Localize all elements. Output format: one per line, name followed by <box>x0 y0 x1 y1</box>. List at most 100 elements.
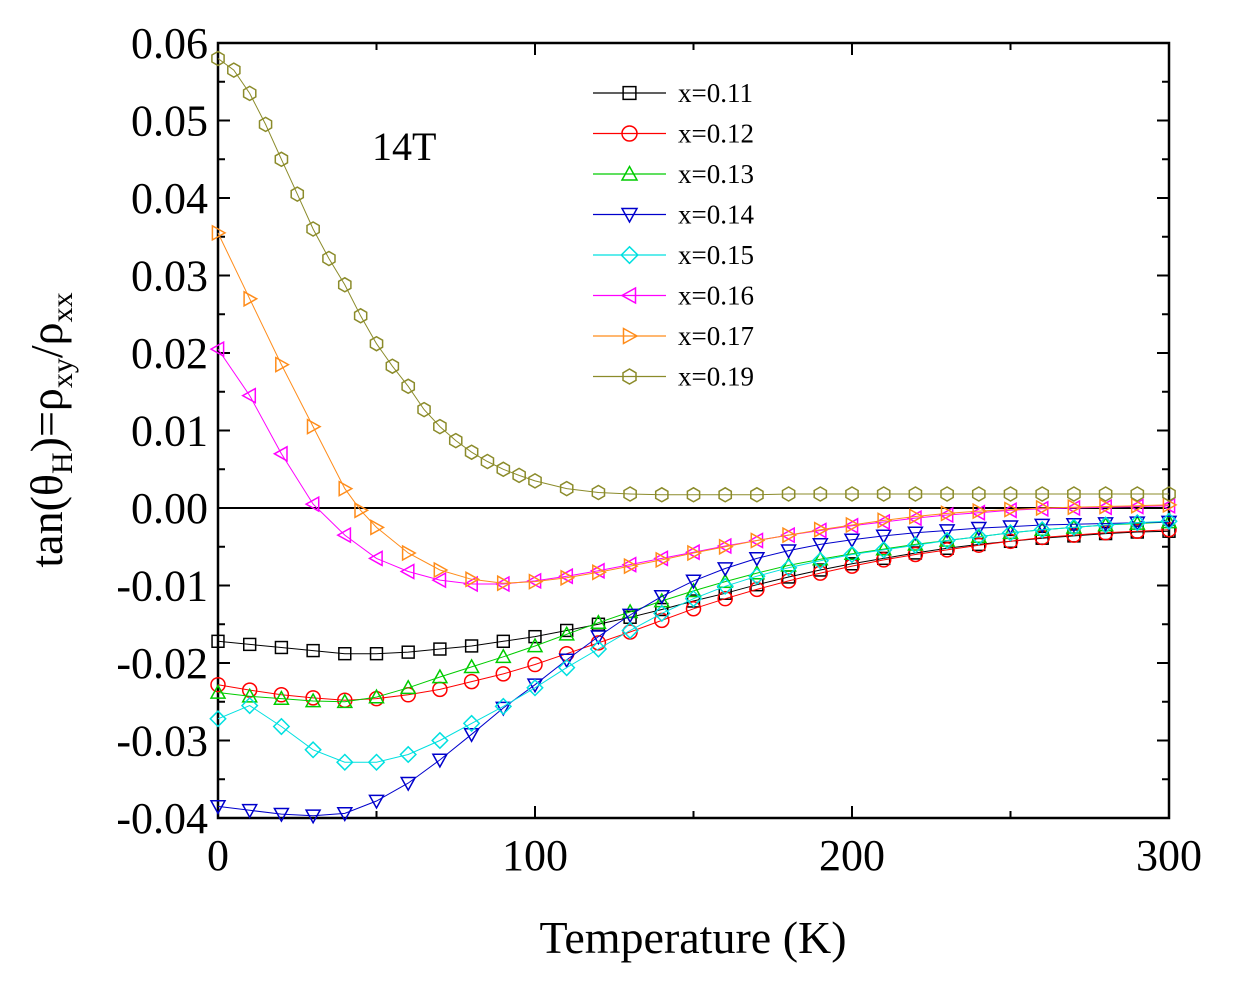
y-tick-label: -0.01 <box>116 562 208 611</box>
data-point <box>399 776 417 792</box>
data-point <box>528 629 542 644</box>
data-point <box>417 401 431 418</box>
data-point <box>448 432 463 449</box>
legend-item: x=0.16 <box>593 281 754 311</box>
data-point <box>1160 515 1178 531</box>
data-point <box>241 387 257 404</box>
data-point <box>779 558 798 577</box>
legend-marker <box>622 327 639 345</box>
x-tick-label: 300 <box>1136 831 1202 880</box>
data-point <box>1067 498 1083 516</box>
data-point <box>431 668 449 684</box>
data-point <box>655 551 671 569</box>
data-point <box>401 378 416 395</box>
data-point <box>907 526 924 542</box>
series-x=0.15 <box>209 512 1178 771</box>
data-point <box>971 537 987 553</box>
data-point <box>938 524 956 540</box>
data-point <box>590 614 607 630</box>
series-line <box>217 58 1169 496</box>
data-point <box>209 683 227 699</box>
legend-label: x=0.11 <box>678 78 753 108</box>
data-point <box>241 803 258 819</box>
data-point <box>272 717 291 736</box>
data-point <box>211 634 225 648</box>
data-point <box>496 461 511 478</box>
data-point <box>337 276 352 293</box>
data-point <box>463 658 480 674</box>
legend-marker <box>620 164 639 181</box>
data-point <box>306 643 320 658</box>
data-point <box>971 486 986 502</box>
data-point <box>845 486 859 502</box>
data-point <box>875 529 892 545</box>
data-point <box>684 589 703 608</box>
data-point <box>273 807 290 823</box>
data-point <box>243 290 259 308</box>
data-point <box>590 635 607 651</box>
data-point <box>1035 486 1050 502</box>
data-point <box>621 608 639 624</box>
y-tick-label: 0.06 <box>131 19 208 68</box>
data-point <box>653 590 671 605</box>
data-point <box>462 714 481 733</box>
data-point <box>306 221 320 237</box>
field-annotation: 14T <box>372 124 436 169</box>
data-point <box>654 486 669 503</box>
legend-item: x=0.19 <box>593 362 754 392</box>
data-point <box>812 538 829 553</box>
series-layer <box>209 50 1178 825</box>
legend-label: x=0.12 <box>678 119 754 149</box>
data-point <box>465 571 481 588</box>
data-point <box>1128 513 1147 532</box>
data-point <box>909 508 924 525</box>
data-point <box>354 502 370 519</box>
series-line <box>217 521 1170 817</box>
data-point <box>1161 521 1177 538</box>
data-point <box>338 647 352 661</box>
data-point <box>495 666 512 682</box>
data-point <box>209 800 227 815</box>
data-point <box>906 536 925 554</box>
legend-label: x=0.19 <box>678 362 754 392</box>
y-tick-label: 0.04 <box>131 174 208 223</box>
y-tick-label: -0.04 <box>116 794 208 843</box>
data-point <box>750 486 764 503</box>
legend-label: x=0.14 <box>678 200 754 230</box>
data-point <box>1033 520 1051 539</box>
data-point <box>368 688 385 704</box>
data-point <box>210 676 226 693</box>
data-point <box>558 625 575 641</box>
data-point <box>939 542 955 558</box>
y-tick-label: 0.00 <box>131 484 208 533</box>
data-point <box>526 679 544 697</box>
data-point <box>908 486 923 502</box>
data-point <box>591 484 606 501</box>
data-point <box>528 473 542 489</box>
data-point <box>685 601 702 617</box>
data-point <box>305 690 321 706</box>
data-point <box>274 151 289 168</box>
data-point <box>367 753 386 771</box>
data-point <box>241 687 258 703</box>
y-tick-label: 0.05 <box>131 97 208 146</box>
data-point <box>1034 529 1050 546</box>
data-point <box>876 486 891 502</box>
data-point <box>970 527 988 546</box>
legend-marker <box>620 207 639 224</box>
data-point <box>589 640 608 658</box>
data-point <box>687 544 703 562</box>
data-point <box>750 532 766 549</box>
legend-label: x=0.15 <box>678 240 754 270</box>
data-point <box>875 552 892 568</box>
data-point <box>273 687 290 703</box>
data-point <box>1130 497 1146 514</box>
data-point <box>1067 486 1081 502</box>
data-point <box>258 116 273 133</box>
x-tick-label: 100 <box>502 831 568 880</box>
data-point <box>716 577 734 596</box>
data-point <box>209 340 225 358</box>
data-point <box>306 418 322 435</box>
data-point <box>527 656 543 673</box>
data-point <box>748 567 766 585</box>
